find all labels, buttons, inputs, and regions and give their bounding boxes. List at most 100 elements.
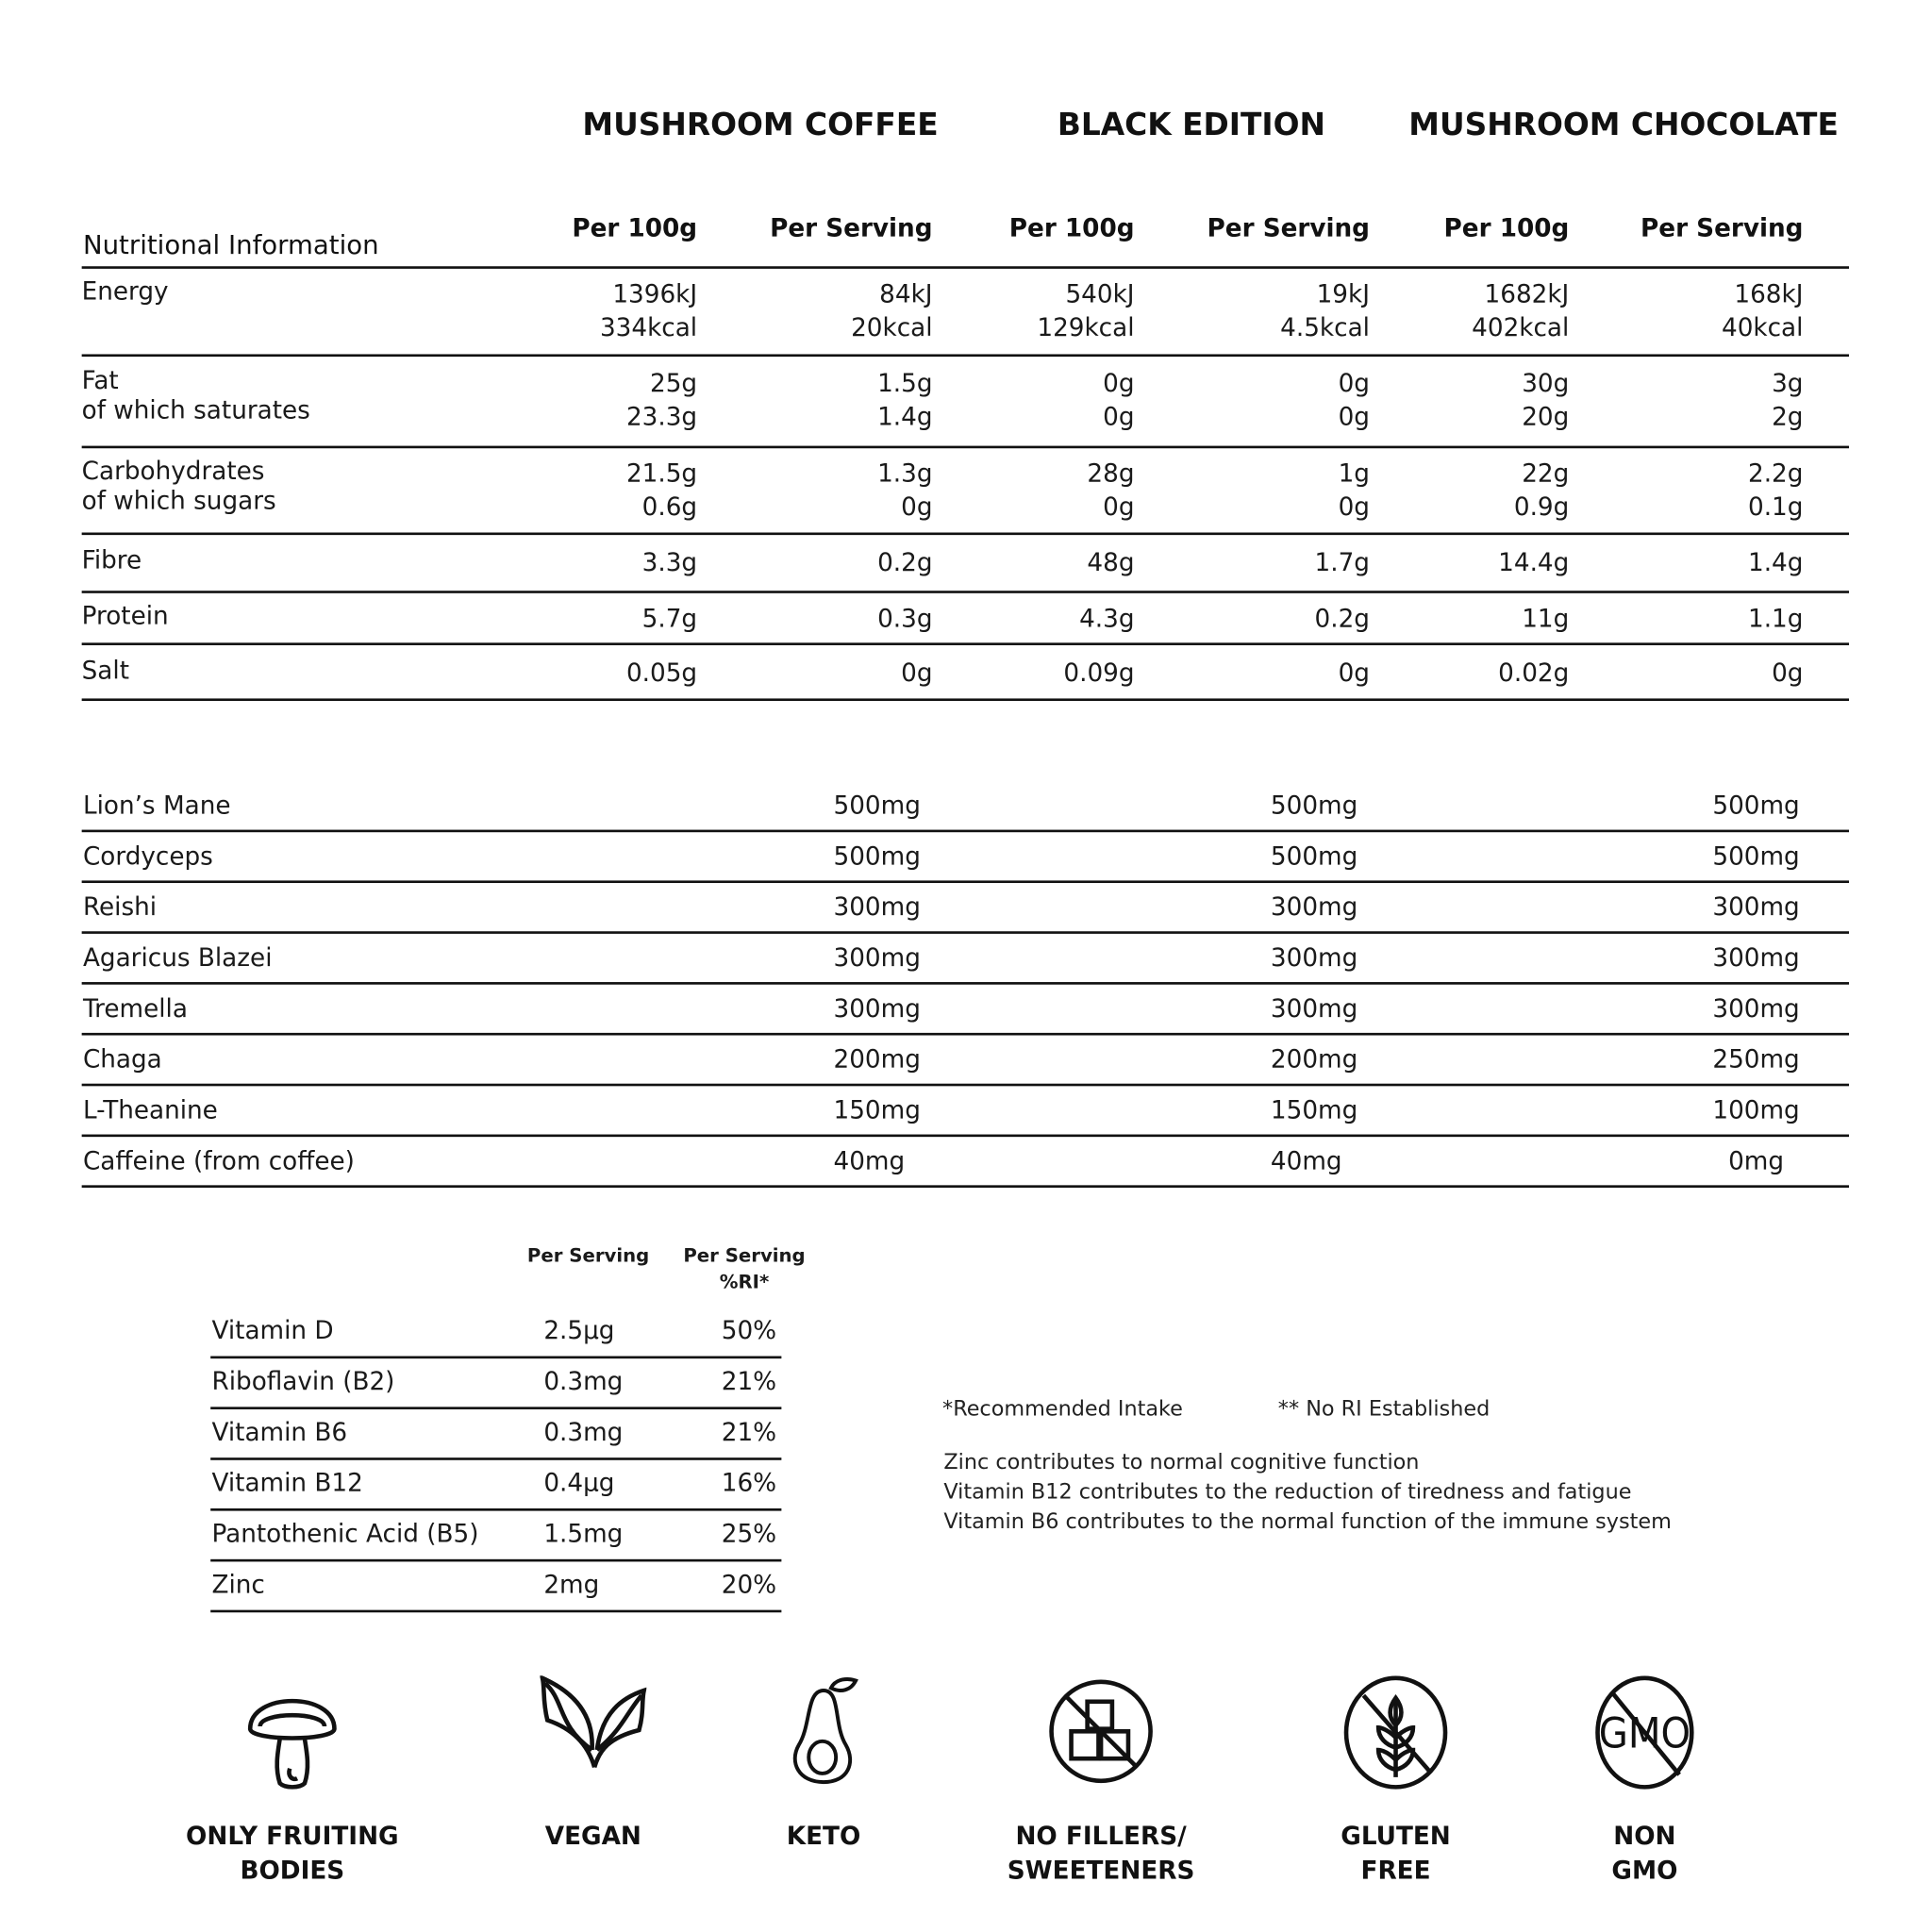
cell-value: 1.1g xyxy=(1747,603,1804,633)
row-label: Energy xyxy=(81,275,169,307)
ri-footnote: *Recommended Intake xyxy=(942,1396,1183,1423)
badge-label: SWEETENERS xyxy=(1007,1855,1195,1886)
badge-label: ONLY FRUITING xyxy=(186,1820,399,1851)
cell-value: 48g xyxy=(1087,547,1135,577)
ingredient-value: 40mg xyxy=(1270,1145,1342,1175)
ingredient-value: 300mg xyxy=(1712,942,1800,973)
vitamin-header: Per Serving xyxy=(526,1244,650,1267)
badge-label: GMO xyxy=(1611,1855,1678,1886)
cell-value: 1.4g xyxy=(877,401,933,431)
divider xyxy=(210,1356,782,1359)
cell-value: 23.3g xyxy=(625,401,698,431)
no-ri-footnote: ** No RI Established xyxy=(1277,1396,1491,1423)
cell-value: 0g xyxy=(1103,401,1135,431)
cell-value: 2.2g xyxy=(1747,458,1804,489)
cell-value: 540kJ xyxy=(1065,278,1135,308)
badge-label: FREE xyxy=(1360,1855,1431,1886)
ingredient-value: 500mg xyxy=(1712,841,1800,871)
vitamin-header: %RI* xyxy=(719,1270,770,1293)
ingredient-name: Lion’s Mane xyxy=(82,790,231,821)
ingredient-value: 500mg xyxy=(1270,790,1358,821)
cell-value: 3.3g xyxy=(641,547,698,577)
column-header: Per 100g xyxy=(1008,212,1135,243)
cell-value: 1.7g xyxy=(1314,547,1370,577)
cell-value: 0g xyxy=(1103,491,1135,522)
cell-value: 30g xyxy=(1522,367,1570,398)
divider xyxy=(81,698,1850,702)
divider xyxy=(81,354,1850,358)
cell-value: 28g xyxy=(1087,458,1135,489)
no-sugar-cubes-icon xyxy=(1046,1677,1156,1791)
cell-value: 1g xyxy=(1338,458,1370,489)
no-wheat-icon xyxy=(1341,1674,1451,1797)
cell-value: 20g xyxy=(1522,401,1570,431)
vitamin-name: Riboflavin (B2) xyxy=(211,1366,395,1396)
cell-value: 0g xyxy=(1338,401,1370,431)
divider xyxy=(81,1032,1850,1036)
cell-value: 0g xyxy=(1338,367,1370,398)
svg-text:GMO: GMO xyxy=(1599,1708,1690,1757)
divider xyxy=(81,829,1850,833)
vitamin-ri: 50% xyxy=(721,1315,777,1345)
no-gmo-icon: GMO xyxy=(1592,1674,1696,1797)
cell-value: 0g xyxy=(1772,658,1804,688)
ingredient-name: Cordyceps xyxy=(82,841,213,871)
cell-value: 0.6g xyxy=(641,491,698,522)
badge-label: GLUTEN xyxy=(1341,1820,1451,1851)
product-header: MUSHROOM CHOCOLATE xyxy=(1408,106,1839,142)
ingredient-value: 100mg xyxy=(1712,1094,1800,1125)
divider xyxy=(210,1558,782,1562)
ingredient-value: 40mg xyxy=(833,1145,906,1175)
divider xyxy=(81,982,1850,985)
cell-value: 402kcal xyxy=(1472,311,1570,342)
vitamin-name: Zinc xyxy=(211,1569,265,1599)
ingredient-value: 300mg xyxy=(1270,942,1358,973)
ingredient-name: Caffeine (from coffee) xyxy=(82,1145,355,1175)
product-header: BLACK EDITION xyxy=(1057,106,1325,142)
column-header: Per 100g xyxy=(572,212,698,243)
divider xyxy=(210,1457,782,1460)
divider xyxy=(210,1609,782,1613)
cell-value: 0g xyxy=(901,658,933,688)
row-label: of which saturates xyxy=(81,394,310,425)
cell-value: 0g xyxy=(901,491,933,522)
ingredient-value: 300mg xyxy=(833,992,921,1024)
cell-value: 5.7g xyxy=(641,603,698,633)
vitamin-ri: 21% xyxy=(721,1416,777,1447)
leaves-icon xyxy=(539,1674,647,1774)
vitamin-name: Vitamin B6 xyxy=(211,1416,348,1447)
column-header: Per Serving xyxy=(1641,212,1804,243)
cell-value: 19kJ xyxy=(1316,278,1370,308)
cell-value: 25g xyxy=(650,367,698,398)
divider xyxy=(81,642,1850,645)
cell-value: 1.4g xyxy=(1747,547,1804,577)
row-label: Carbohydrates xyxy=(81,456,265,486)
ingredient-name: Tremella xyxy=(82,992,188,1024)
product-header: MUSHROOM COFFEE xyxy=(582,106,939,142)
cell-value: 3g xyxy=(1772,367,1804,398)
ingredient-value: 300mg xyxy=(1712,992,1800,1024)
badge-label: KETO xyxy=(786,1820,861,1851)
ingredient-name: Chaga xyxy=(82,1043,162,1074)
vitamin-amount: 0.3mg xyxy=(543,1366,624,1396)
cell-value: 0g xyxy=(1338,491,1370,522)
health-claim: Vitamin B6 contributes to the normal fun… xyxy=(943,1509,1672,1535)
cell-value: 0.9g xyxy=(1513,491,1570,522)
vitamin-header: Per Serving xyxy=(683,1244,806,1267)
ingredient-value: 500mg xyxy=(833,841,921,871)
badge-label: VEGAN xyxy=(544,1820,641,1851)
vitamin-amount: 2mg xyxy=(543,1569,600,1599)
divider xyxy=(81,266,1850,269)
divider xyxy=(210,1407,782,1409)
cell-value: 129kcal xyxy=(1037,311,1135,342)
cell-value: 40kcal xyxy=(1721,311,1804,342)
ingredient-name: Reishi xyxy=(82,891,158,922)
cell-value: 1396kJ xyxy=(612,278,698,308)
health-claim: Vitamin B12 contributes to the reduction… xyxy=(943,1479,1632,1506)
row-label: Fat xyxy=(81,365,119,395)
ingredient-value: 200mg xyxy=(1270,1043,1358,1074)
cell-value: 0.3g xyxy=(877,603,933,633)
vitamin-ri: 20% xyxy=(721,1569,777,1599)
cell-value: 334kcal xyxy=(599,311,698,342)
